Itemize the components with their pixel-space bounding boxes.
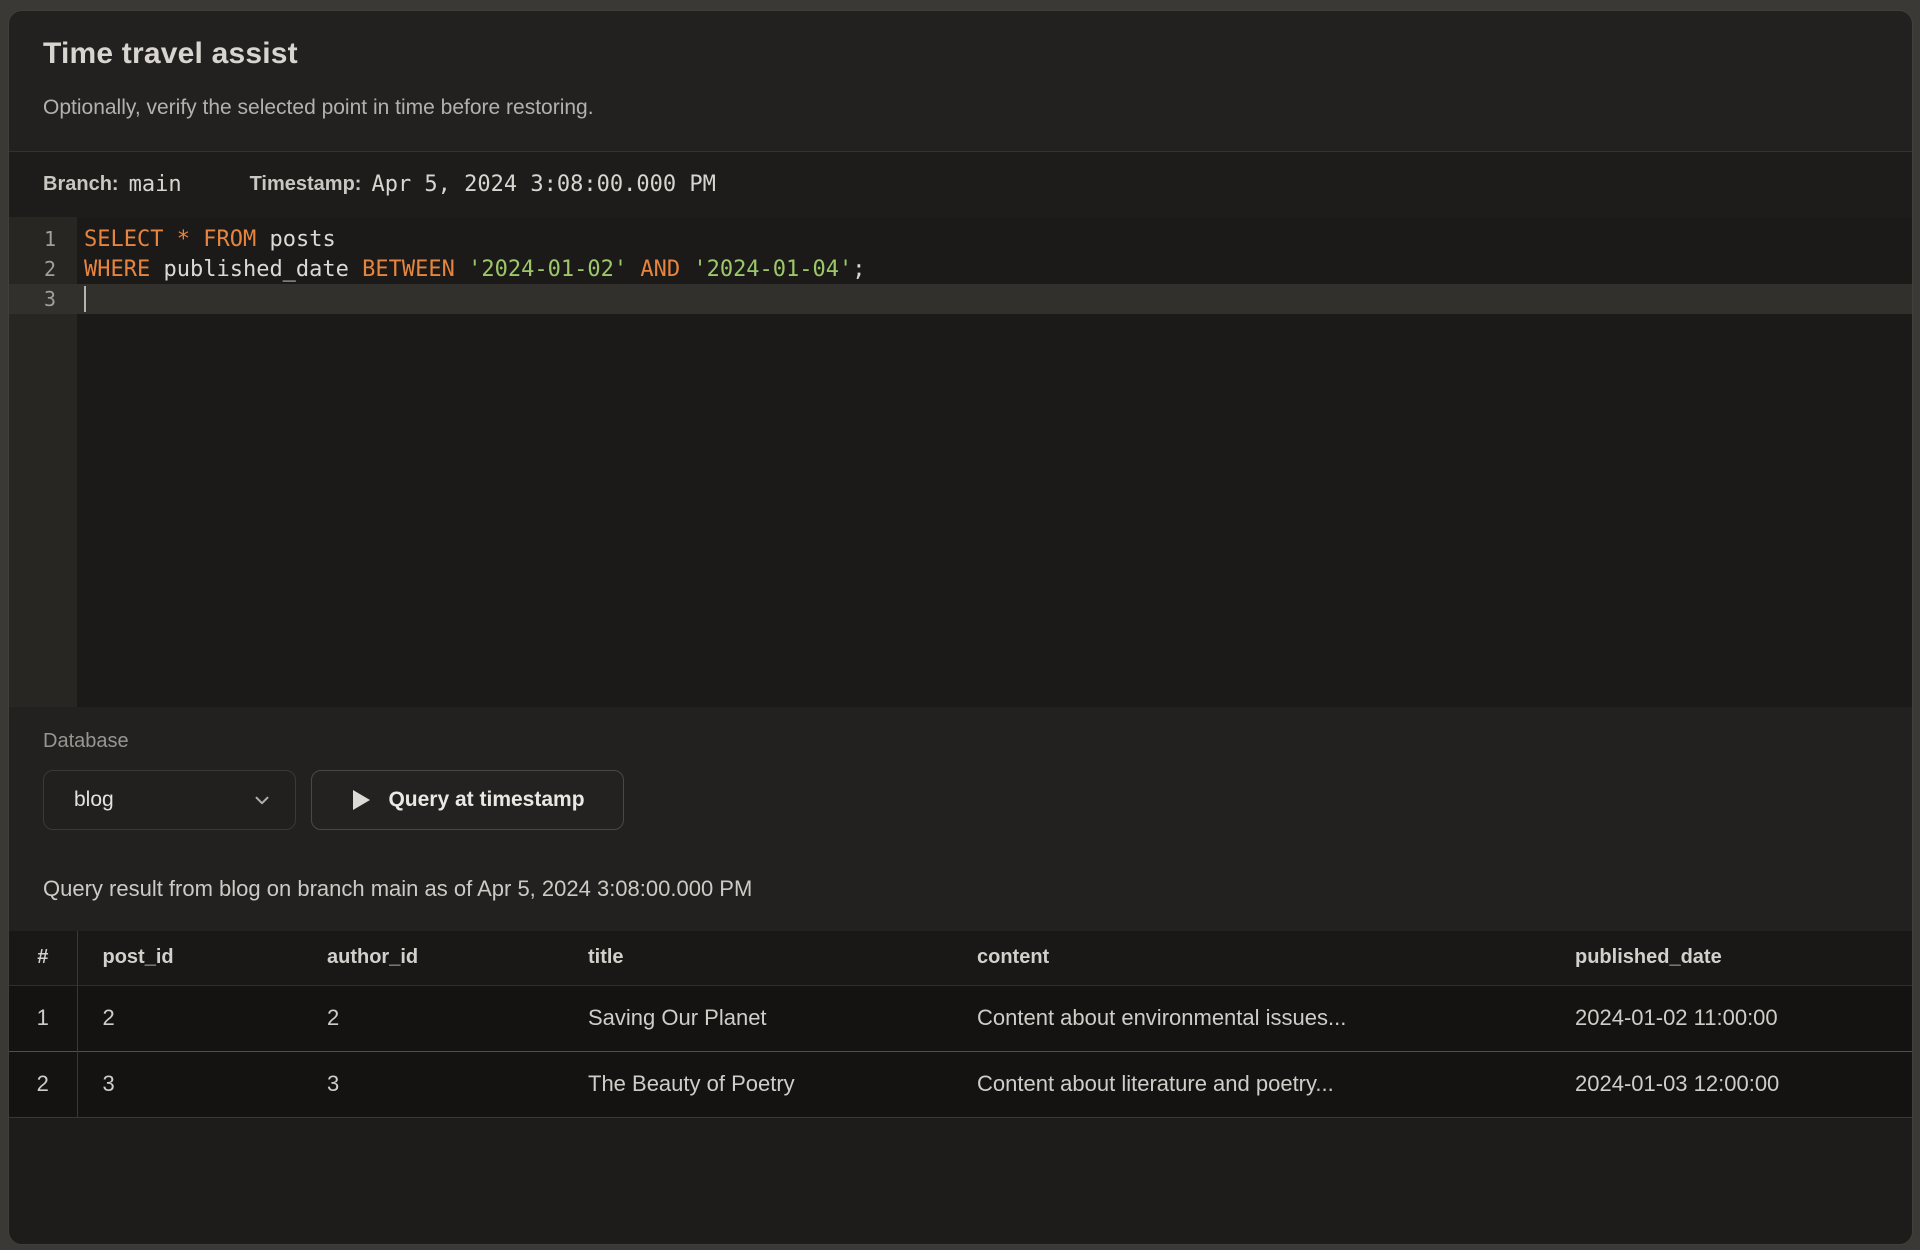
- table-cell: 2: [102, 1005, 115, 1030]
- branch-timestamp-bar: Branch: main Timestamp: Apr 5, 2024 3:08…: [9, 151, 1912, 217]
- page-title: Time travel assist: [43, 37, 298, 70]
- column-header: published_date: [1575, 946, 1722, 969]
- sql-token: SELECT: [84, 226, 164, 252]
- sql-token: [680, 257, 693, 282]
- table-cell: 2: [327, 1005, 340, 1030]
- code-line[interactable]: 1 SELECT * FROM posts: [9, 224, 1912, 254]
- table-cell: Content about environmental issues...: [977, 1005, 1347, 1030]
- table-filler: [9, 1117, 1912, 1244]
- sql-token: AND: [640, 256, 681, 282]
- sql-token: [455, 257, 468, 282]
- table-cell: 3: [102, 1071, 115, 1097]
- controls-section: Database blog Query at timestamp Query r…: [9, 707, 1912, 931]
- column-header: #: [9, 931, 78, 985]
- database-label: Database: [43, 730, 129, 752]
- line-number: 2: [9, 254, 77, 284]
- editor-top-spacer: [9, 217, 1912, 224]
- play-icon: [353, 790, 371, 810]
- code-line[interactable]: 3: [9, 284, 1912, 314]
- sql-token: ;: [852, 256, 866, 282]
- table-cell: Saving Our Planet: [588, 1005, 767, 1030]
- branch-label: Branch:: [43, 173, 119, 195]
- controls-row: blog Query at timestamp: [43, 770, 1878, 830]
- line-number: 1: [9, 224, 77, 254]
- column-header: author_id: [327, 946, 419, 969]
- table-row: 2 3 3 The Beauty of Poetry Content about lit…: [9, 1051, 1912, 1117]
- table-head: # post_id author_id title content published_d…: [9, 931, 1912, 985]
- branch-group: Branch: main: [43, 172, 182, 197]
- sql-token: BETWEEN: [362, 256, 455, 282]
- editor-gutter: [9, 314, 77, 707]
- sql-token: '2024-01-04': [693, 256, 853, 282]
- table-cell: 2024-01-02 11:00:00: [1575, 1005, 1778, 1030]
- table-cell: The Beauty of Poetry: [588, 1071, 795, 1097]
- result-summary: Query result from blog on branch main as…: [43, 876, 753, 901]
- editor-gutter: [9, 217, 77, 224]
- code-line-content: SELECT * FROM posts: [77, 224, 1912, 254]
- query-at-timestamp-button[interactable]: Query at timestamp: [311, 770, 624, 830]
- results-table: # post_id author_id title content published_d…: [9, 931, 1912, 1117]
- sql-token: posts: [256, 226, 336, 252]
- timestamp-value: Apr 5, 2024 3:08:00.000 PM: [371, 172, 716, 197]
- timestamp-group: Timestamp: Apr 5, 2024 3:08:00.000 PM: [250, 172, 716, 197]
- database-select-value: blog: [74, 788, 114, 811]
- table-row: 1 2 2 Saving Our Planet Content about enviro…: [9, 985, 1912, 1051]
- query-button-label: Query at timestamp: [388, 788, 585, 811]
- database-select[interactable]: blog: [43, 770, 296, 830]
- table-cell: 3: [327, 1071, 340, 1097]
- table-header-row: # post_id author_id title content published_d…: [9, 931, 1912, 985]
- column-header: content: [977, 946, 1050, 969]
- text-cursor: [84, 286, 86, 312]
- panel-header: Time travel assist Optionally, verify th…: [9, 11, 1912, 151]
- sql-token: [190, 227, 203, 252]
- column-header: title: [588, 946, 624, 969]
- table-cell: 2024-01-03 12:00:00: [1575, 1071, 1780, 1097]
- chevron-down-icon: [255, 796, 269, 805]
- time-travel-assist-panel: Time travel assist Optionally, verify th…: [8, 10, 1913, 1245]
- table-body: 1 2 2 Saving Our Planet Content about enviro…: [9, 985, 1912, 1117]
- code-line[interactable]: 2 WHERE published_date BETWEEN '2024-01-0…: [9, 254, 1912, 284]
- table-cell: 2: [9, 1051, 78, 1117]
- code-line-content: [77, 284, 1912, 314]
- code-line-content: WHERE published_date BETWEEN '2024-01-02…: [77, 254, 1912, 284]
- timestamp-label: Timestamp:: [249, 173, 362, 195]
- branch-value: main: [128, 172, 182, 197]
- page-subtitle: Optionally, verify the selected point in…: [43, 96, 594, 119]
- sql-token: [163, 227, 176, 252]
- editor-empty-area[interactable]: [9, 314, 1912, 707]
- sql-token: [627, 257, 640, 282]
- sql-token: '2024-01-02': [468, 256, 628, 282]
- sql-editor[interactable]: 1 SELECT * FROM posts 2 WHERE published_dat…: [9, 217, 1912, 707]
- table-cell: 1: [9, 985, 78, 1051]
- table-cell: Content about literature and poetry...: [977, 1071, 1334, 1097]
- sql-token: published_date: [150, 256, 363, 282]
- line-number: 3: [9, 284, 77, 314]
- sql-token: *: [176, 226, 190, 252]
- column-header: post_id: [102, 946, 174, 969]
- sql-token: WHERE: [84, 256, 151, 282]
- sql-token: FROM: [203, 226, 257, 252]
